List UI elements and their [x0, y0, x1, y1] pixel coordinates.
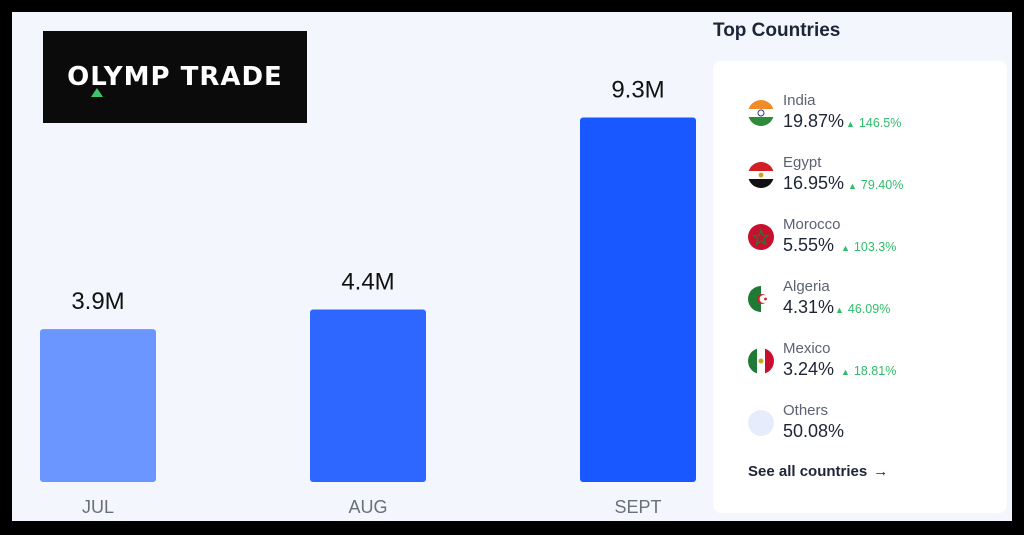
country-name: Morocco — [783, 216, 841, 233]
triangle-up-icon: ▲ — [846, 119, 855, 129]
logo-text: OLYMP TRADE — [67, 62, 283, 92]
x-tick-label: JUL — [82, 497, 114, 517]
olymp-trade-logo: OLYMP TRADE — [43, 31, 307, 123]
egypt-flag-icon — [748, 162, 774, 188]
country-percent: 4.31% — [783, 297, 835, 317]
india-flag-icon — [748, 100, 774, 126]
triangle-up-icon: ▲ — [841, 243, 850, 253]
country-item-others: Others 50.08% — [748, 402, 988, 452]
country-item-mexico: Mexico 3.24% ▲ 18.81% — [748, 340, 988, 390]
bar-sept — [580, 117, 696, 482]
country-name: Algeria — [783, 278, 830, 295]
country-change: ▲ 18.81% — [841, 364, 897, 378]
country-change: ▲ 146.5% — [846, 116, 902, 130]
triangle-up-icon: ▲ — [841, 367, 850, 377]
country-item-india: India 19.87% ▲ 146.5% — [748, 92, 988, 142]
bar-chart: 3.9M JUL 4.4M AUG 9.3M SEPT — [40, 76, 696, 517]
bar-value-label: 4.4M — [341, 269, 394, 296]
country-name: Others — [783, 402, 829, 419]
country-item-algeria: Algeria 4.31% ▲ 46.09% — [748, 278, 988, 328]
country-name: India — [783, 92, 816, 109]
country-change: ▲ 79.40% — [848, 178, 904, 192]
country-percent: 16.95% — [783, 173, 845, 193]
country-change: ▲ 103.3% — [841, 240, 897, 254]
panel-title: Top Countries — [713, 20, 841, 41]
x-tick-label: AUG — [348, 497, 387, 517]
logo-mark-icon — [91, 88, 103, 97]
algeria-flag-icon — [748, 286, 774, 312]
see-all-countries-link[interactable]: See all countries → — [748, 463, 889, 480]
country-item-morocco: Morocco 5.55% ▲ 103.3% — [748, 216, 988, 266]
country-percent: 19.87% — [783, 111, 845, 131]
mexico-flag-icon — [748, 348, 774, 374]
arrow-right-icon: → — [873, 463, 889, 480]
triangle-up-icon: ▲ — [835, 305, 844, 315]
bar-value-label: 3.9M — [71, 288, 124, 315]
bar-value-label: 9.3M — [611, 76, 664, 103]
top-countries-card: India 19.87% ▲ 146.5% Egypt 16.95% ▲ 79.40… — [713, 61, 1007, 513]
x-tick-label: SEPT — [614, 497, 661, 517]
country-percent: 50.08% — [783, 421, 845, 441]
country-name: Mexico — [783, 340, 831, 357]
others-globe-icon — [748, 410, 774, 436]
country-name: Egypt — [783, 154, 822, 171]
triangle-up-icon: ▲ — [848, 181, 857, 191]
morocco-flag-icon — [748, 224, 774, 250]
country-percent: 5.55% — [783, 235, 835, 255]
bar-jul — [40, 329, 156, 482]
country-percent: 3.24% — [783, 359, 835, 379]
country-item-egypt: Egypt 16.95% ▲ 79.40% — [748, 154, 988, 204]
country-change: ▲ 46.09% — [835, 302, 891, 316]
bar-aug — [310, 309, 426, 482]
main-frame: 3.9M JUL 4.4M AUG 9.3M SEPT OLYMP TRADE Top C… — [12, 12, 1012, 521]
